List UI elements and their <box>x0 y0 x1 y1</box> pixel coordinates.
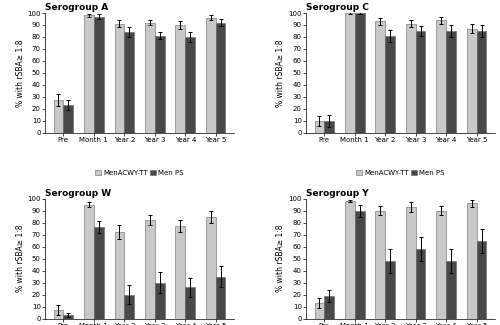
Bar <box>446 31 456 133</box>
Bar <box>186 287 195 318</box>
Bar <box>64 105 73 133</box>
Bar <box>114 24 124 133</box>
Bar <box>416 249 426 318</box>
Y-axis label: % with rSBA≥ 1:8: % with rSBA≥ 1:8 <box>16 39 24 107</box>
Bar <box>84 15 94 133</box>
Bar <box>216 277 226 318</box>
Legend: MenACWY-TT, Men PS: MenACWY-TT, Men PS <box>96 170 184 176</box>
Bar <box>54 310 64 318</box>
Bar <box>314 121 324 133</box>
Y-axis label: % with rSBA≥ 1:8: % with rSBA≥ 1:8 <box>16 225 24 292</box>
Bar <box>314 303 324 318</box>
Bar <box>385 36 395 133</box>
Bar <box>385 261 395 318</box>
Legend: MenACWY-TT, Men PS: MenACWY-TT, Men PS <box>356 170 444 176</box>
Bar <box>206 217 216 318</box>
Bar <box>345 13 354 133</box>
Bar <box>216 22 226 133</box>
Bar <box>446 261 456 318</box>
Bar <box>124 294 134 318</box>
Bar <box>206 18 216 133</box>
Bar <box>176 226 186 318</box>
Bar <box>436 211 446 318</box>
Bar <box>436 20 446 133</box>
Text: Serogroup C: Serogroup C <box>306 3 369 12</box>
Text: Serogroup Y: Serogroup Y <box>306 189 368 198</box>
Text: Serogroup A: Serogroup A <box>45 3 108 12</box>
Bar <box>476 31 486 133</box>
Y-axis label: % with rSBA≥ 1:8: % with rSBA≥ 1:8 <box>276 225 285 292</box>
Bar <box>376 211 385 318</box>
Bar <box>114 232 124 318</box>
Bar <box>406 207 415 318</box>
Bar <box>155 282 164 318</box>
Bar <box>155 36 164 133</box>
Bar <box>416 31 426 133</box>
Bar <box>476 240 486 318</box>
Bar <box>54 100 64 133</box>
Bar <box>354 211 364 318</box>
Text: Serogroup W: Serogroup W <box>45 189 111 198</box>
Bar <box>186 37 195 133</box>
Bar <box>64 315 73 318</box>
Bar <box>406 24 415 133</box>
Bar <box>467 203 476 318</box>
Bar <box>345 201 354 318</box>
Bar <box>176 25 186 133</box>
Bar <box>145 220 155 318</box>
Bar <box>84 205 94 318</box>
Bar <box>124 32 134 133</box>
Bar <box>145 22 155 133</box>
Bar <box>324 296 334 318</box>
Bar <box>376 21 385 133</box>
Bar <box>94 227 104 318</box>
Bar <box>467 29 476 133</box>
Y-axis label: % with rSBA≥ 1:8: % with rSBA≥ 1:8 <box>276 39 285 107</box>
Bar <box>94 17 104 133</box>
Bar <box>324 121 334 133</box>
Bar <box>354 13 364 133</box>
